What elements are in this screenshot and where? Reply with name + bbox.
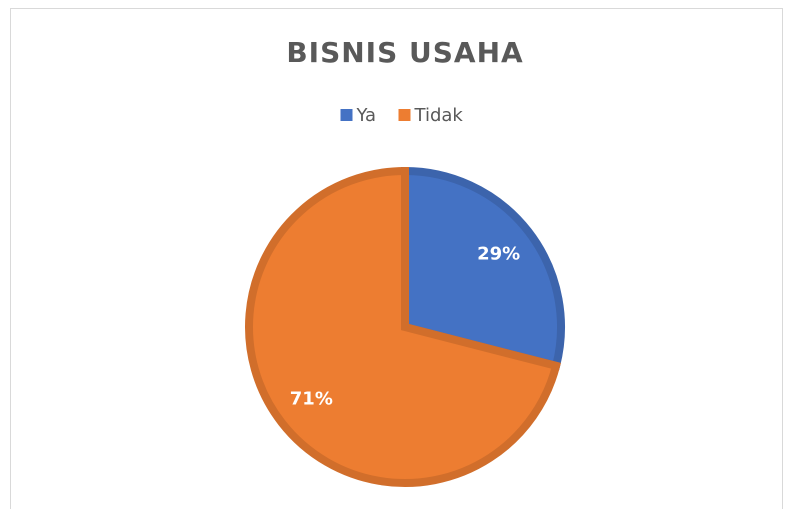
- data-label: 71%: [290, 389, 333, 410]
- chart-title: BISNIS USAHA: [286, 36, 523, 69]
- pie-slice: [401, 166, 565, 371]
- pie-slice: [245, 166, 561, 487]
- legend-swatch: [398, 109, 411, 121]
- legend-swatch: [340, 109, 353, 121]
- data-label: 29%: [477, 243, 520, 264]
- legend-label: Tidak: [414, 105, 464, 126]
- legend-label: Ya: [356, 105, 377, 126]
